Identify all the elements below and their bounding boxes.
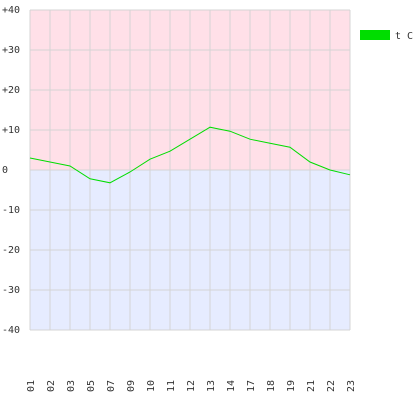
x-tick-label: 05 — [86, 380, 97, 392]
legend-label: t C — [395, 31, 413, 42]
y-tick-label: -10 — [2, 205, 20, 216]
y-tick-label: +40 — [2, 5, 20, 16]
x-tick-label: 13 — [206, 380, 217, 392]
x-tick-label: 01 — [26, 380, 37, 392]
x-tick-label: 07 — [106, 380, 117, 392]
x-tick-label: 18 — [266, 380, 277, 392]
y-tick-label: -40 — [2, 325, 20, 336]
x-tick-label: 22 — [326, 380, 337, 392]
x-tick-label: 23 — [346, 380, 357, 392]
x-tick-label: 09 — [126, 380, 137, 392]
x-tick-label: 11 — [166, 380, 177, 392]
y-tick-label: +20 — [2, 85, 20, 96]
y-tick-label: -20 — [2, 245, 20, 256]
x-tick-label: 17 — [246, 380, 257, 392]
x-tick-label: 21 — [306, 380, 317, 392]
x-tick-label: 10 — [146, 380, 157, 392]
y-tick-label: 0 — [2, 165, 8, 176]
legend-swatch — [360, 30, 390, 40]
x-tick-label: 14 — [226, 380, 237, 392]
x-tick-label: 19 — [286, 380, 297, 392]
y-tick-label: +30 — [2, 45, 20, 56]
y-tick-label: -30 — [2, 285, 20, 296]
y-tick-label: +10 — [2, 125, 20, 136]
line — [29, 126, 351, 184]
x-tick-label: 12 — [186, 380, 197, 392]
x-tick-label: 02 — [46, 380, 57, 392]
x-tick-label: 03 — [66, 380, 77, 392]
